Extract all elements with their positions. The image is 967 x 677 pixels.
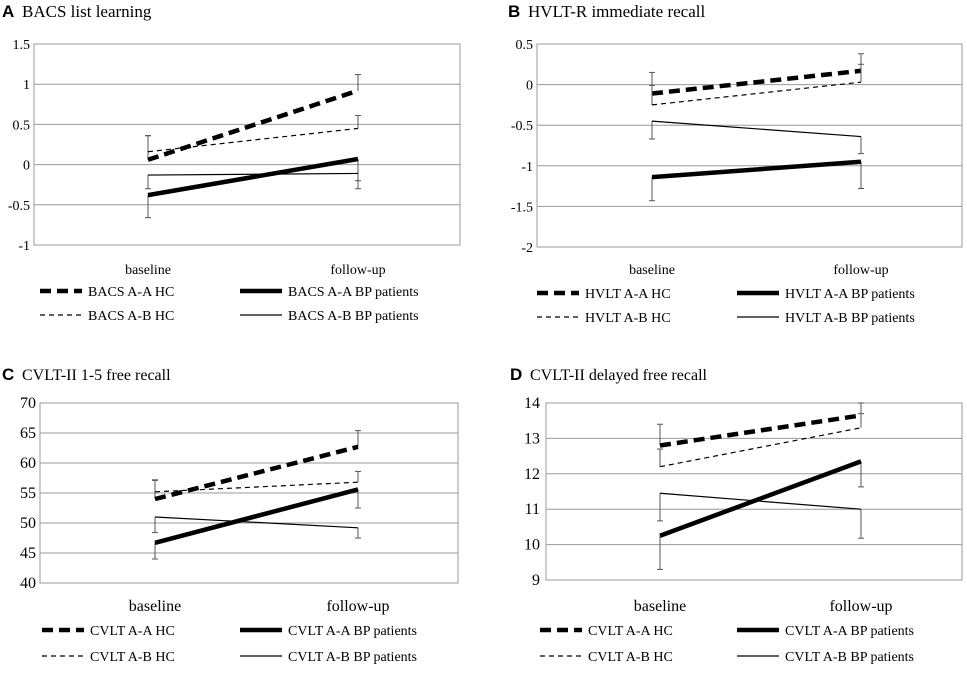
y-tick-label: 13 [524, 430, 540, 447]
legend-label: HVLT A-B HC [585, 311, 671, 326]
legend-label: CVLT A-B HC [588, 650, 673, 665]
y-tick-label: 12 [524, 466, 540, 483]
legend-label: HVLT A-A BP patients [785, 287, 915, 302]
series-line [659, 492, 862, 510]
y-tick-label: 0.5 [516, 38, 534, 53]
y-tick-label: 1 [23, 78, 30, 93]
x-category-label: follow-up [833, 263, 888, 278]
y-tick-label: 50 [20, 515, 36, 532]
legend-label: CVLT A-B BP patients [288, 650, 417, 665]
x-category-label: baseline [129, 598, 181, 615]
y-tick-label: 55 [20, 485, 36, 502]
legend-label: CVLT A-A HC [90, 624, 175, 639]
panel-d: D CVLT-II delayed free recall 14 13 12 11 10… [510, 365, 963, 665]
series-line [651, 159, 862, 180]
chart-title: CVLT-II delayed free recall [530, 367, 708, 384]
y-tick-label: 14 [524, 395, 540, 412]
plot-area [33, 43, 461, 246]
series-line [659, 427, 862, 468]
y-tick-label: 70 [20, 395, 36, 412]
x-category-label: baseline [634, 598, 686, 615]
panel-b: B HVLT-R immediate recall 0.5 0 -0.5 -1 -1.5… [508, 2, 963, 326]
series-line [651, 120, 862, 138]
y-tick-label: 9 [532, 572, 540, 589]
plot-area [536, 43, 963, 248]
series-line [154, 487, 359, 545]
y-tick-label: -2 [521, 241, 533, 256]
legend-label: BACS A-B BP patients [288, 309, 419, 324]
legend-label: CVLT A-A BP patients [785, 624, 914, 639]
x-category-label: follow-up [326, 598, 389, 615]
y-tick-label: -1 [521, 160, 533, 175]
x-category-label: follow-up [829, 598, 892, 615]
legend-label: BACS A-A HC [88, 285, 174, 300]
y-tick-label: 45 [20, 545, 36, 562]
series-line [147, 127, 359, 153]
panel-c: C CVLT-II 1-5 free recall 70 65 60 55 50 45 40… [2, 365, 459, 665]
chart-title: CVLT-II 1-5 free recall [22, 367, 171, 384]
panel-letter: A [2, 2, 14, 21]
x-category-label: baseline [125, 263, 171, 278]
x-category-label: follow-up [330, 263, 385, 278]
chart-title: HVLT-R immediate recall [528, 2, 705, 21]
y-tick-label: 65 [20, 425, 36, 442]
y-tick-label: 60 [20, 455, 36, 472]
y-tick-label: -1 [18, 239, 30, 254]
series-line [147, 156, 359, 198]
series-line [147, 172, 359, 176]
y-tick-label: 10 [524, 537, 540, 554]
series-line [659, 459, 862, 538]
panel-letter: D [510, 365, 522, 384]
panel-letter: C [2, 365, 14, 384]
legend-label: CVLT A-A BP patients [288, 624, 417, 639]
chart-title: BACS list learning [22, 2, 152, 21]
y-tick-label: 0 [23, 159, 30, 174]
legend-label: BACS A-A BP patients [288, 285, 419, 300]
y-tick-label: 1.5 [13, 38, 31, 53]
series-line [154, 444, 359, 502]
y-tick-label: -0.5 [511, 119, 533, 134]
panel-a: A BACS list learning 1.5 1 0.5 0 -0.5 -1 basel… [2, 2, 461, 324]
series-line [147, 88, 359, 162]
series-line [659, 413, 862, 448]
legend-label: CVLT A-B HC [90, 650, 175, 665]
y-tick-label: 0 [526, 79, 533, 94]
y-tick-label: -0.5 [8, 199, 30, 214]
series-line [154, 516, 359, 529]
panel-letter: B [508, 2, 520, 21]
series-line [154, 481, 359, 493]
y-tick-label: 40 [20, 575, 36, 592]
legend-label: HVLT A-A HC [585, 287, 671, 302]
legend-label: CVLT A-A HC [588, 624, 673, 639]
x-category-label: baseline [629, 263, 675, 278]
y-tick-label: 11 [525, 501, 540, 518]
series-line [651, 68, 862, 96]
series-line [651, 81, 862, 106]
y-tick-label: 0.5 [13, 118, 31, 133]
legend-label: CVLT A-B BP patients [785, 650, 914, 665]
y-tick-label: -1.5 [511, 200, 533, 215]
legend-label: HVLT A-B BP patients [785, 311, 915, 326]
legend-label: BACS A-B HC [88, 309, 174, 324]
